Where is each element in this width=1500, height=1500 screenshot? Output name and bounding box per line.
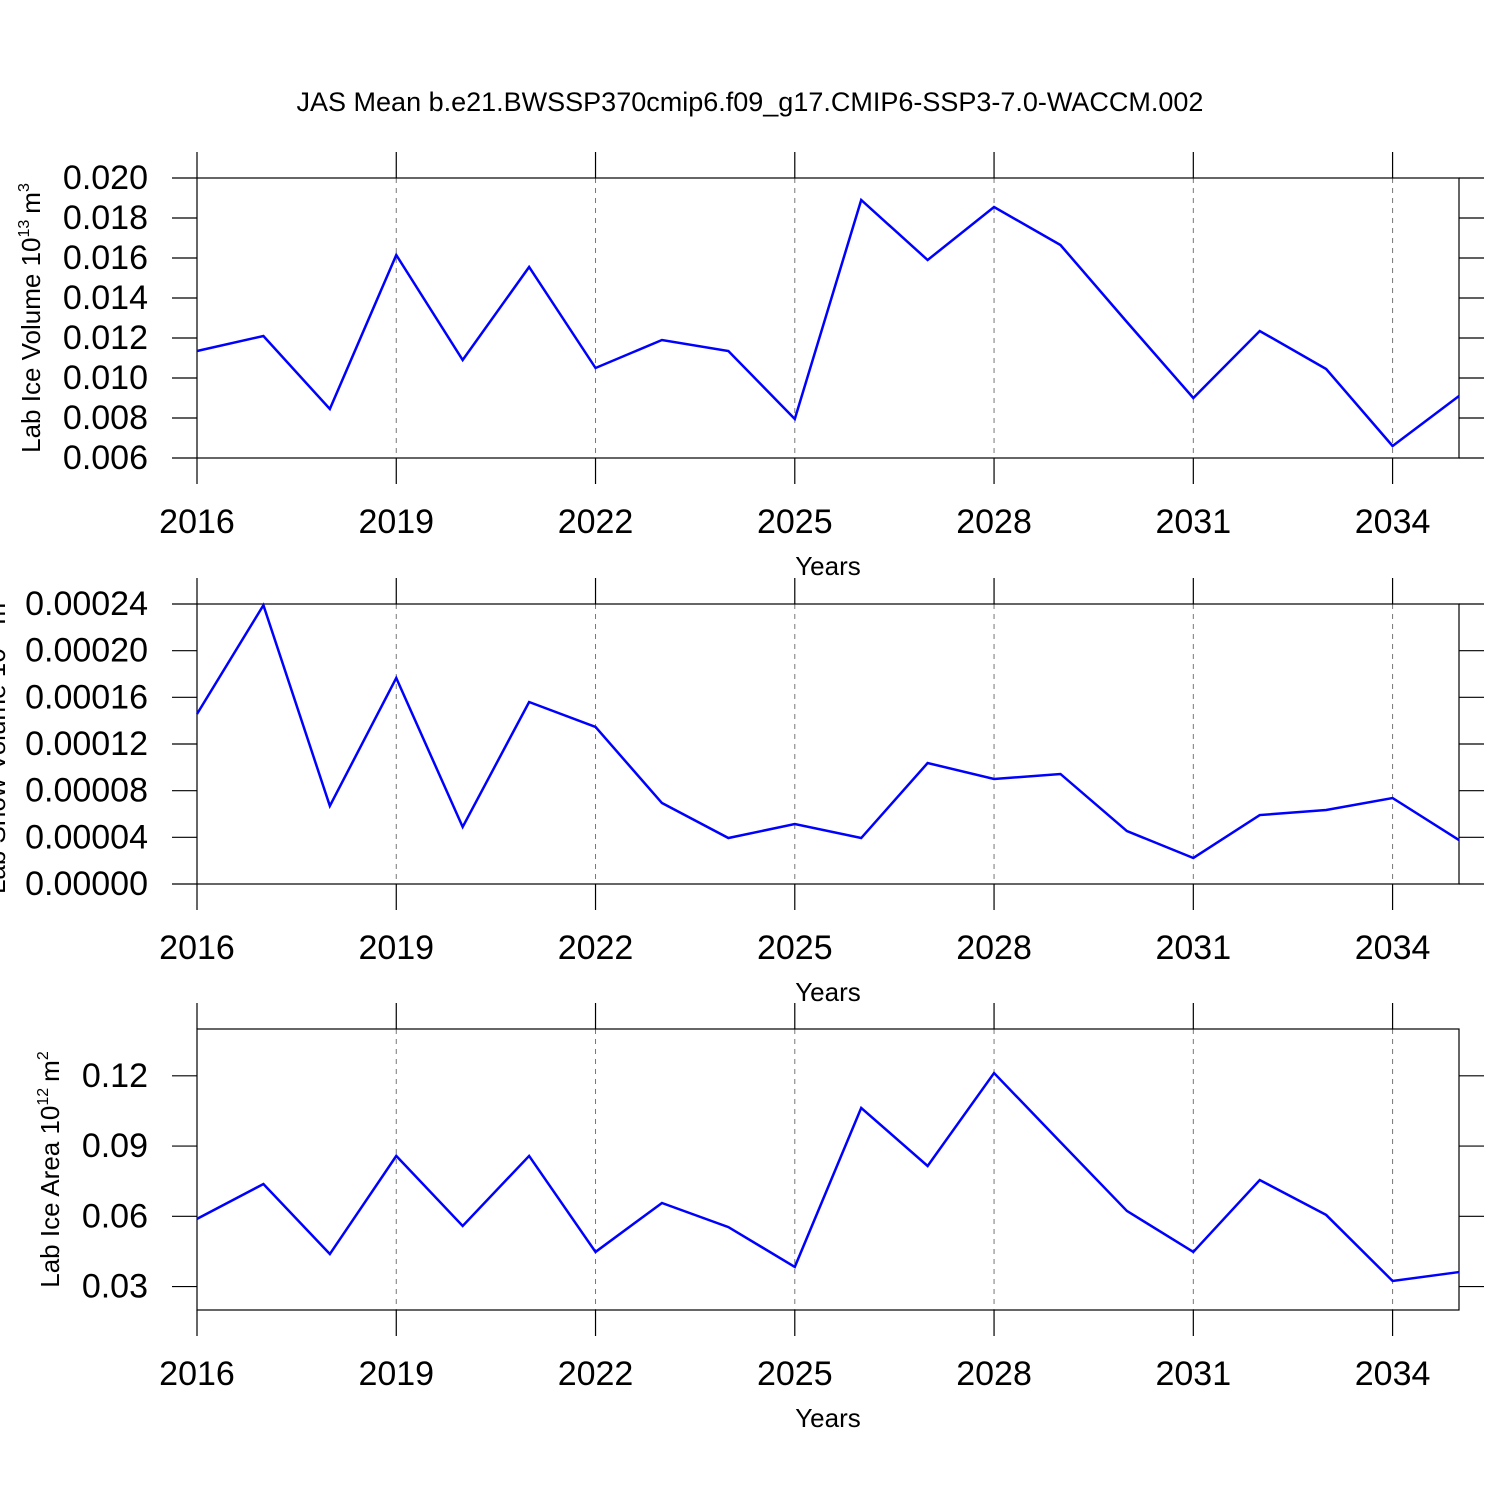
- y-tick-label: 0.010: [63, 359, 148, 397]
- plot-frame: [196, 177, 1460, 459]
- y-axis-label-exponent: 12: [35, 1088, 52, 1106]
- data-line: [196, 197, 1460, 448]
- y-tick-label: 0.006: [63, 439, 148, 477]
- x-tick-label: 2019: [358, 929, 434, 967]
- x-tick-label: 2025: [757, 1355, 833, 1393]
- x-tick-label: 2034: [1355, 503, 1431, 541]
- x-tick-label: 2034: [1355, 929, 1431, 967]
- y-axis-label-part: m: [0, 603, 11, 625]
- y-axis-label-exponent: 3: [16, 183, 33, 192]
- x-axis-label: Years: [795, 551, 861, 581]
- x-axis-label: Years: [795, 977, 861, 1007]
- y-axis-label: Lab Ice Area 1012 m2: [35, 1051, 65, 1288]
- y-axis-label: Lab Snow Volume 1013m3: [0, 594, 11, 894]
- y-tick-label: 0.012: [63, 319, 148, 357]
- x-tick-label: 2031: [1155, 1355, 1231, 1393]
- y-tick-label: 0.018: [63, 199, 148, 237]
- y-tick-label: 0.020: [63, 159, 148, 197]
- y-tick-label: 0.09: [82, 1127, 148, 1165]
- y-axis-label-part: Lab Snow Volume 10: [0, 648, 11, 894]
- y-tick-label: 0.014: [63, 279, 148, 317]
- y-tick-label: 0.03: [82, 1268, 148, 1306]
- y-axis-label: Lab Ice Volume 1013 m3: [16, 183, 46, 453]
- y-axis-label-exponent: 2: [35, 1051, 52, 1060]
- x-tick-label: 2025: [757, 503, 833, 541]
- y-axis-label-exponent: 13: [16, 220, 33, 238]
- y-tick-label: 0.016: [63, 239, 148, 277]
- x-tick-label: 2034: [1355, 1355, 1431, 1393]
- y-tick-label: 0.00004: [25, 818, 148, 856]
- x-tick-label: 2028: [956, 929, 1032, 967]
- plot-frame: [196, 1028, 1460, 1311]
- y-tick-label: 0.06: [82, 1197, 148, 1235]
- x-tick-label: 2025: [757, 929, 833, 967]
- data-line: [196, 1071, 1460, 1283]
- plot-frame: [196, 603, 1460, 885]
- data-line: [195, 602, 1460, 860]
- y-axis-label-part: m: [16, 192, 46, 214]
- x-tick-label: 2016: [159, 929, 235, 967]
- y-axis-label-part: Lab Ice Area 10: [35, 1106, 65, 1288]
- y-tick-label: 0.00024: [25, 585, 148, 623]
- x-tick-label: 2031: [1155, 503, 1231, 541]
- x-tick-label: 2022: [558, 929, 634, 967]
- y-tick-label: 0.12: [82, 1057, 148, 1095]
- chart-title: JAS Mean b.e21.BWSSP370cmip6.f09_g17.CMI…: [297, 87, 1204, 117]
- x-tick-label: 2016: [159, 503, 235, 541]
- x-tick-label: 2028: [956, 1355, 1032, 1393]
- y-tick-label: 0.00020: [25, 632, 148, 670]
- y-axis-label-part: Lab Ice Volume 10: [16, 237, 46, 452]
- x-tick-label: 2019: [358, 503, 434, 541]
- x-tick-label: 2016: [159, 1355, 235, 1393]
- x-tick-label: 2031: [1155, 929, 1231, 967]
- y-tick-label: 0.00012: [25, 725, 148, 763]
- x-tick-label: 2019: [358, 1355, 434, 1393]
- x-tick-label: 2022: [558, 503, 634, 541]
- y-tick-label: 0.00008: [25, 772, 148, 810]
- y-tick-label: 0.00016: [25, 678, 148, 716]
- y-tick-label: 0.00000: [25, 865, 148, 903]
- y-tick-label: 0.008: [63, 399, 148, 437]
- x-tick-label: 2022: [558, 1355, 634, 1393]
- x-tick-label: 2028: [956, 503, 1032, 541]
- x-axis-label: Years: [795, 1403, 861, 1433]
- y-axis-label-part: m: [35, 1060, 65, 1082]
